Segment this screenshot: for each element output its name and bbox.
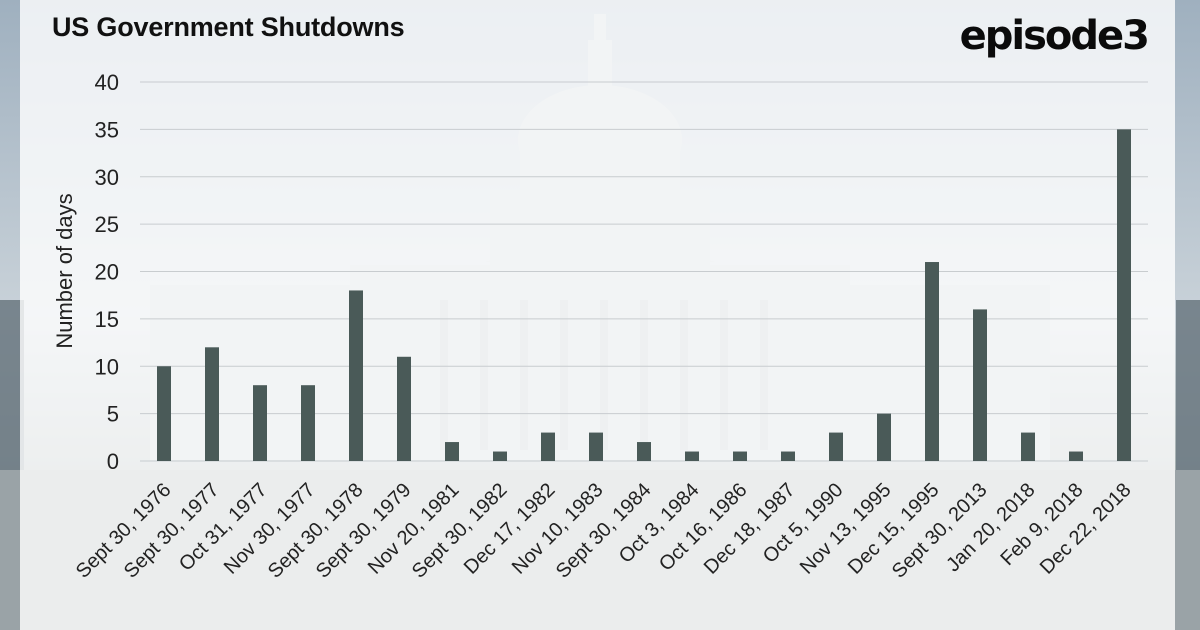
gridlines (140, 81, 1148, 462)
bar (445, 442, 459, 461)
bar (349, 290, 363, 461)
bar (541, 432, 555, 461)
bar (253, 385, 267, 461)
bar (301, 385, 315, 461)
bar (973, 309, 987, 461)
bar (1021, 432, 1035, 461)
bar (877, 413, 891, 461)
y-tick-label: 5 (107, 402, 119, 427)
brand-logo: episode3 (959, 13, 1150, 59)
bar (1069, 451, 1083, 461)
y-tick-label: 25 (95, 212, 119, 237)
bar (829, 432, 843, 461)
bar (685, 451, 699, 461)
chart-title: US Government Shutdowns (52, 12, 405, 42)
y-tick-label: 40 (95, 70, 119, 95)
y-tick-label: 35 (95, 117, 119, 142)
bar (397, 356, 411, 461)
y-axis-ticks: 0 5 10 15 20 25 30 35 40 (95, 70, 119, 474)
bar (493, 451, 507, 461)
y-axis-title: Number of days (52, 193, 77, 348)
bar (205, 347, 219, 461)
bar (1117, 129, 1131, 461)
bar (925, 262, 939, 461)
y-tick-label: 0 (107, 449, 119, 474)
bar (637, 442, 651, 461)
bars (157, 129, 1131, 461)
y-tick-label: 15 (95, 307, 119, 332)
y-tick-label: 10 (95, 354, 119, 379)
bar (781, 451, 795, 461)
bar (157, 366, 171, 461)
y-tick-label: 20 (95, 260, 119, 285)
bar (589, 432, 603, 461)
y-tick-label: 30 (95, 165, 119, 190)
bar (733, 451, 747, 461)
